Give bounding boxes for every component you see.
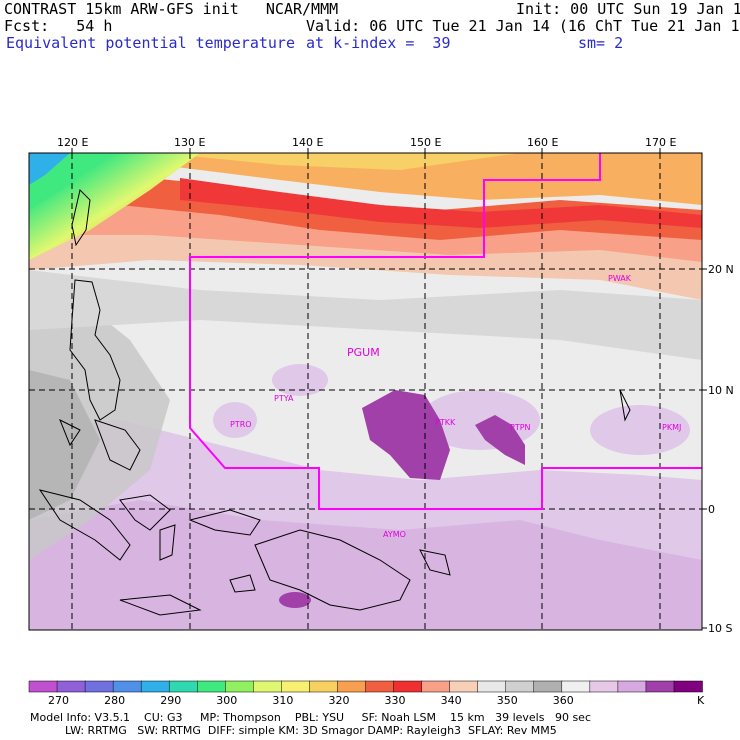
station-label: PTRO xyxy=(230,420,252,429)
level-info: at k-index = 39 xyxy=(306,34,451,52)
colorbar-swatch xyxy=(281,680,311,693)
colorbar-swatch xyxy=(112,680,142,693)
theta-e-field xyxy=(120,175,702,240)
theta-e-field xyxy=(29,500,702,630)
lon-label: 160 E xyxy=(527,136,559,149)
colorbar-swatch xyxy=(617,680,647,693)
colorbar-swatch xyxy=(168,680,198,693)
station-label: AYMO xyxy=(383,530,406,539)
station-label: PTYA xyxy=(274,394,294,403)
colorbar-tick-label: 300 xyxy=(216,694,238,707)
theta-e-field xyxy=(272,364,328,396)
colorbar-tick-label: 280 xyxy=(104,694,126,707)
colorbar-tick-label: 310 xyxy=(272,694,294,707)
colorbar-swatch xyxy=(225,680,255,693)
region-boundary xyxy=(189,153,702,510)
colorbar-swatch xyxy=(140,680,170,693)
colorbar-tick-label: 320 xyxy=(328,694,350,707)
valid-time: Valid: 06 UTC Tue 21 Jan 14 (16 ChT Tue … xyxy=(306,17,740,35)
colorbar-swatch xyxy=(309,680,339,693)
colorbar-tick-label: 340 xyxy=(440,694,462,707)
station-label: PTPN xyxy=(510,423,531,432)
colorbar-tick-label: 290 xyxy=(160,694,182,707)
coastline xyxy=(119,494,171,531)
theta-e-field xyxy=(475,415,525,465)
coastline xyxy=(619,389,631,422)
theta-e-field xyxy=(590,405,690,455)
colorbar-tick-label: 330 xyxy=(384,694,406,707)
theta-e-field xyxy=(213,402,257,438)
colorbar-swatch xyxy=(365,680,395,693)
coastline xyxy=(38,489,131,561)
colorbar-swatch xyxy=(28,680,58,693)
forecast-hour: Fcst: 54 h xyxy=(4,17,113,35)
station-label: PKMJ xyxy=(662,423,681,432)
colorbar-swatch xyxy=(449,680,479,693)
coastline xyxy=(159,524,176,561)
model-info-line1: Model Info: V3.5.1 CU: G3 MP: Thompson P… xyxy=(30,711,591,724)
colorbar-swatch xyxy=(393,680,423,693)
smoothing-info: sm= 2 xyxy=(578,34,624,52)
lon-label: 120 E xyxy=(57,136,89,149)
theta-e-field xyxy=(29,153,702,205)
colorbar-swatch xyxy=(84,680,114,693)
model-info-line2: LW: RRTMG SW: RRTMG DIFF: simple KM: 3D … xyxy=(30,724,557,737)
colorbar-swatch xyxy=(533,680,563,693)
colorbar-tick-label: 350 xyxy=(496,694,518,707)
coastline xyxy=(254,529,411,611)
theta-e-field xyxy=(29,270,702,360)
lon-label: 150 E xyxy=(410,136,442,149)
theta-e-field xyxy=(362,390,450,480)
colorbar-unit: K xyxy=(697,694,705,707)
lat-label: 10 N xyxy=(708,384,734,397)
theta-e-field xyxy=(29,153,520,170)
colorbar-swatch xyxy=(421,680,451,693)
lon-label: 170 E xyxy=(645,136,677,149)
init-time: Init: 00 UTC Sun 19 Jan 14 xyxy=(516,0,740,18)
colorbar-swatch xyxy=(477,680,507,693)
colorbar-swatch xyxy=(561,680,591,693)
colorbar-swatch xyxy=(337,680,367,693)
coastline xyxy=(119,594,202,616)
colorbar xyxy=(28,680,703,693)
lat-label: 10 S xyxy=(708,622,733,635)
theta-e-field xyxy=(29,153,70,185)
station-label: PGUM xyxy=(347,346,380,359)
lon-label: 130 E xyxy=(174,136,206,149)
lat-label: 0 xyxy=(708,503,715,516)
coastline xyxy=(71,189,91,247)
colorbar-tick-label: 270 xyxy=(48,694,70,707)
theta-e-field xyxy=(180,178,702,228)
colorbar-swatch xyxy=(56,680,86,693)
theta-e-field xyxy=(279,592,311,608)
lat-label: 20 N xyxy=(708,263,734,276)
coastline xyxy=(94,419,141,471)
coastline xyxy=(229,574,256,593)
colorbar-swatch xyxy=(197,680,227,693)
colorbar-swatch xyxy=(673,680,703,693)
map-frame xyxy=(28,152,703,631)
colorbar-swatch xyxy=(645,680,675,693)
coastline xyxy=(69,279,121,421)
colorbar-swatch xyxy=(253,680,283,693)
lon-label: 140 E xyxy=(292,136,324,149)
colorbar-tick-label: 360 xyxy=(552,694,574,707)
theta-e-field xyxy=(29,370,100,520)
colorbar-swatch xyxy=(505,680,535,693)
station-label: PTKK xyxy=(435,418,456,427)
coastline xyxy=(188,509,261,536)
coastline xyxy=(59,418,81,447)
field-name: Equivalent potential temperature xyxy=(6,34,295,52)
model-title: CONTRAST 15km ARW-GFS init NCAR/MMM xyxy=(4,0,339,18)
coastline xyxy=(419,549,451,576)
station-label: PWAK xyxy=(608,274,632,283)
colorbar-swatch xyxy=(589,680,619,693)
